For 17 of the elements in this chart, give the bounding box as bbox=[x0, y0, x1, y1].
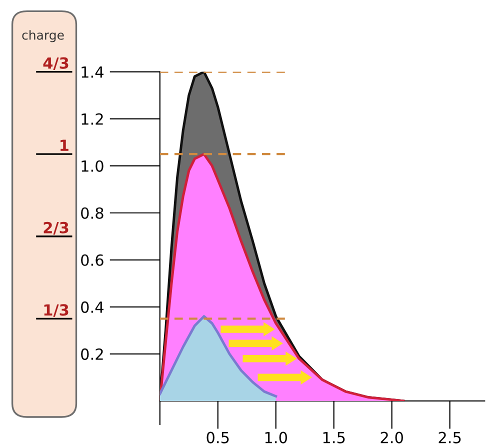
x-tick-label: 0.5 bbox=[206, 432, 229, 444]
y-tick-label: 0.2 bbox=[81, 348, 103, 360]
y-tick-label: 1.2 bbox=[82, 113, 103, 125]
y-tick-label: 0.8 bbox=[81, 207, 104, 219]
y2-tick-label: 2/3 bbox=[44, 222, 68, 235]
y-tick-label: 1.4 bbox=[82, 66, 104, 78]
y-tick-label: 0.4 bbox=[81, 301, 104, 313]
y2-tick-label: 1/3 bbox=[44, 304, 68, 317]
x-tick-label: 1.0 bbox=[265, 432, 288, 444]
x-tick-label: 2.5 bbox=[438, 432, 461, 444]
y2-tick-label: 4/3 bbox=[43, 57, 68, 70]
x-tick-label: 1.5 bbox=[323, 432, 345, 444]
y-tick-label: 1.0 bbox=[82, 160, 104, 172]
y2-axis-title: charge bbox=[22, 30, 64, 42]
x-tick-label: 2.0 bbox=[380, 432, 403, 444]
y2-tick-label: 1 bbox=[60, 140, 68, 151]
y-tick-label: 0.6 bbox=[81, 254, 104, 266]
